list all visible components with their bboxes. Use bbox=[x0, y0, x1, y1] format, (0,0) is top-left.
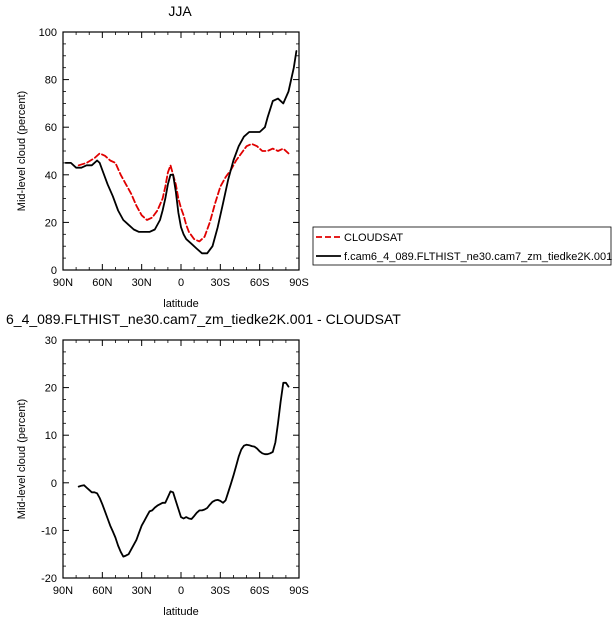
bottom-x-tick-label: 60N bbox=[92, 585, 112, 597]
bottom-x-tick-label: 90S bbox=[289, 585, 309, 597]
bottom-y-axis-label: Mid-level cloud (percent) bbox=[16, 399, 28, 519]
top-x-tick-label: 90S bbox=[289, 277, 309, 289]
top-y-ticks: 0 20 40 60 80 100 bbox=[39, 27, 299, 277]
bottom-x-tick-label: 90N bbox=[53, 585, 73, 597]
bottom-panel: 6_4_089.FLTHIST_ne30.cam7_zm_tiedke2K.00… bbox=[6, 311, 401, 618]
top-y-tick-label: 60 bbox=[45, 122, 57, 134]
top-series-line-cloudsat bbox=[77, 143, 290, 243]
top-series-group bbox=[64, 50, 298, 255]
top-x-tick-label: 30S bbox=[211, 277, 231, 289]
legend-box bbox=[312, 226, 612, 266]
bottom-x-tick-label: 60S bbox=[250, 585, 270, 597]
bottom-y-ticks: -20 -10 0 10 20 30 bbox=[41, 335, 299, 585]
top-x-tick-label: 60N bbox=[92, 277, 112, 289]
bottom-y-tick-label: 10 bbox=[45, 430, 57, 442]
top-series-line-f-cam6-4-089-flthist-ne3 bbox=[64, 50, 298, 255]
bottom-y-tick-label: 20 bbox=[45, 383, 57, 395]
top-y-tick-label: 80 bbox=[45, 75, 57, 87]
top-y-tick-label: 0 bbox=[51, 265, 57, 277]
legend-label-cloudsat: CLOUDSAT bbox=[344, 232, 403, 244]
bottom-series-group bbox=[77, 381, 290, 558]
bottom-y-tick-label: 30 bbox=[45, 335, 57, 347]
bottom-x-tick-label: 30S bbox=[211, 585, 231, 597]
bottom-y-tick-label: -20 bbox=[41, 573, 57, 585]
top-chart-title: JJA bbox=[168, 3, 192, 19]
top-y-tick-label: 100 bbox=[39, 27, 57, 39]
bottom-x-ticks: 90N 60N 30N 0 30S 60S 90S bbox=[53, 340, 309, 597]
top-x-tick-label: 30N bbox=[132, 277, 152, 289]
top-panel: JJA 90N 60N 30N 0 30S 60S 90S 0 20 40 60 80 100 lat… bbox=[16, 3, 309, 310]
bottom-x-tick-label: 30N bbox=[132, 585, 152, 597]
legend: CLOUDSAT f.cam6_4_089.FLTHIST_ne30.cam7_… bbox=[312, 226, 612, 266]
bottom-x-axis-label: latitude bbox=[163, 606, 198, 618]
bottom-chart-title: 6_4_089.FLTHIST_ne30.cam7_zm_tiedke2K.00… bbox=[6, 311, 401, 327]
top-x-tick-label: 0 bbox=[178, 277, 184, 289]
bottom-y-tick-label: -10 bbox=[41, 525, 57, 537]
bottom-y-tick-label: 0 bbox=[51, 478, 57, 490]
top-y-tick-label: 40 bbox=[45, 170, 57, 182]
top-x-tick-label: 60S bbox=[250, 277, 270, 289]
top-y-axis-label: Mid-level cloud (percent) bbox=[16, 91, 28, 211]
top-x-tick-label: 90N bbox=[53, 277, 73, 289]
top-x-ticks: 90N 60N 30N 0 30S 60S 90S bbox=[53, 32, 309, 289]
bottom-x-tick-label: 0 bbox=[178, 585, 184, 597]
top-y-tick-label: 20 bbox=[45, 217, 57, 229]
bottom-series-line-difference bbox=[77, 381, 290, 558]
top-x-axis-label: latitude bbox=[163, 298, 198, 310]
legend-label-model: f.cam6_4_089.FLTHIST_ne30.cam7_zm_tiedke… bbox=[344, 251, 612, 263]
bottom-plot-frame bbox=[62, 339, 300, 579]
